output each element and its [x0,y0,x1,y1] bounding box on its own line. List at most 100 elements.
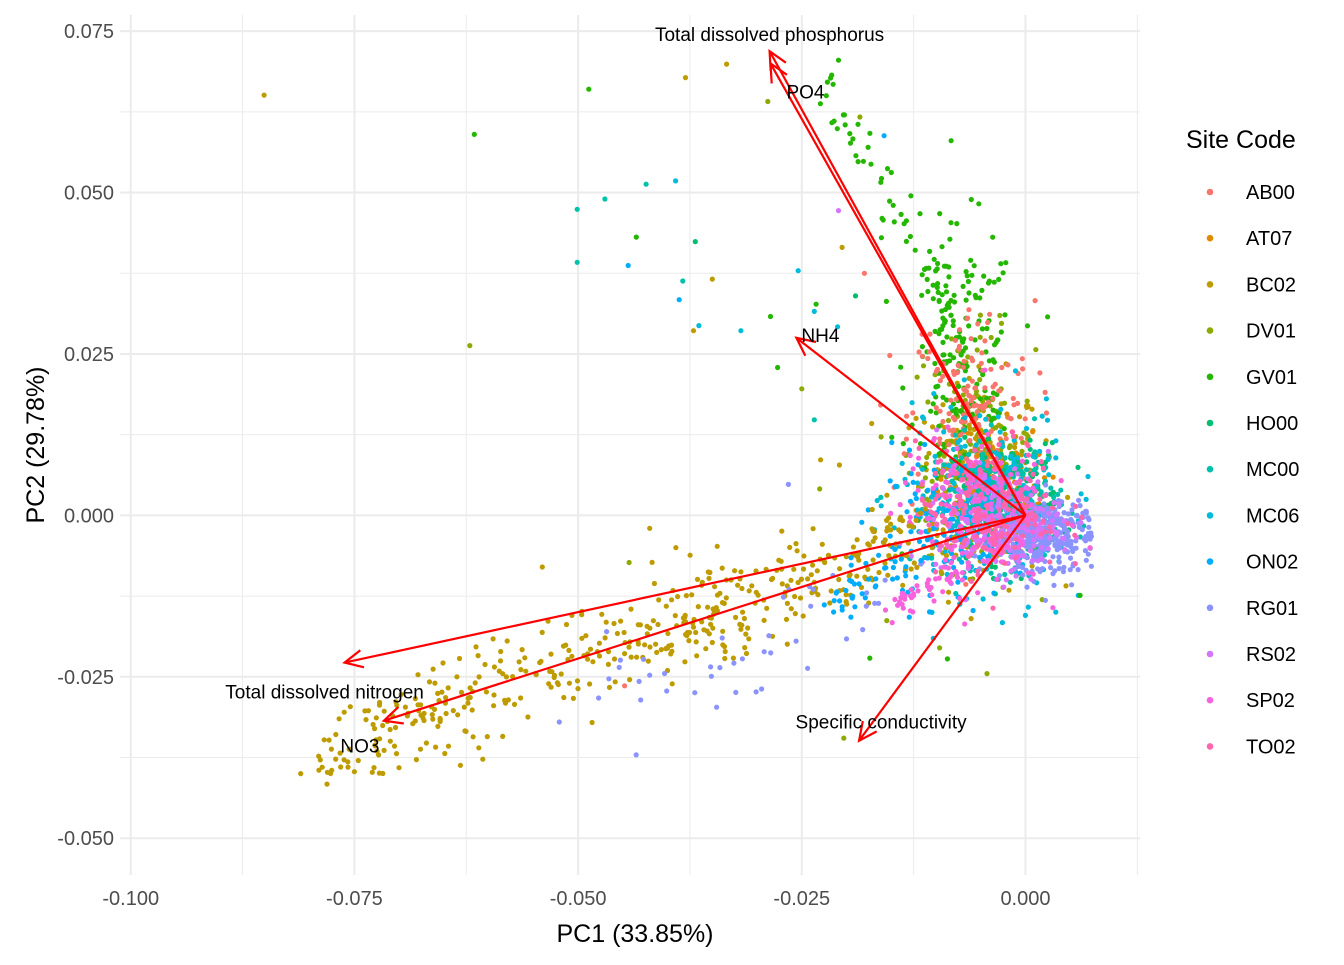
point-to02 [990,605,996,611]
point-sp02 [949,547,955,553]
point-dv01 [977,377,983,383]
point-sp02 [1015,491,1021,497]
point-rs02 [1027,548,1034,554]
point-mc06 [1046,472,1052,478]
point-mc06 [795,268,801,274]
point-gv01 [984,395,990,401]
point-mc00 [1018,463,1024,469]
point-gv01 [919,292,925,298]
point-rg01 [1054,547,1060,553]
point-bc02 [721,643,728,650]
point-rs02 [1056,501,1062,507]
point-rs02 [1036,506,1042,512]
point-to02 [965,459,971,465]
point-rg01 [1033,549,1039,555]
point-sp02 [980,558,986,564]
point-bc02 [810,562,816,568]
point-dv01 [998,320,1005,326]
point-ab00 [926,349,932,355]
point-mc06 [1053,609,1059,615]
point-bc02 [371,765,377,771]
point-on02 [959,559,965,565]
point-to02 [951,501,958,507]
point-rs02 [972,492,978,498]
legend-item: GV01 [1206,367,1297,389]
loading-label: Total dissolved phosphorus [655,25,884,46]
point-bc02 [461,704,467,710]
point-mc06 [1053,455,1059,461]
point-mc00 [988,422,994,428]
point-rg01 [1065,511,1071,517]
point-bc02 [470,734,476,740]
point-to02 [1048,529,1054,535]
point-sp02 [953,568,959,575]
point-gv01 [976,201,982,207]
point-to02 [933,511,939,517]
point-bc02 [500,733,506,740]
point-gv01 [969,272,975,278]
point-gv01 [944,656,951,662]
point-ab00 [1020,366,1026,372]
point-ab00 [958,419,965,425]
point-gv01 [941,263,948,269]
point-mc00 [1007,579,1013,585]
point-sp02 [907,593,914,599]
point-on02 [876,552,882,558]
point-on02 [906,614,912,620]
point-bc02 [926,527,933,533]
point-gv01 [841,112,848,118]
point-bc02 [418,702,424,708]
point-sp02 [1058,478,1064,484]
point-rg01 [1024,584,1030,590]
point-rs02 [1046,510,1052,517]
point-on02 [985,554,991,560]
point-rg01 [596,695,602,701]
legend-item: RS02 [1206,644,1296,666]
point-dv01 [467,343,473,349]
point-to02 [978,512,984,518]
point-gv01 [998,329,1004,335]
point-ab00 [933,405,939,411]
point-sp02 [916,455,922,461]
point-rs02 [1011,566,1017,572]
point-gv01 [998,261,1004,267]
point-gv01 [935,281,941,287]
point-bc02 [525,714,531,720]
point-dv01 [922,475,929,481]
point-bc02 [694,576,701,583]
point-dv01 [1001,400,1008,406]
point-mc06 [835,324,841,330]
point-gv01 [925,288,931,295]
point-gv01 [941,317,948,323]
point-gv01 [908,193,914,199]
point-rg01 [638,697,644,703]
point-sp02 [918,529,924,535]
point-on02 [839,607,845,613]
point-ab00 [887,352,893,359]
point-to02 [1005,491,1011,497]
point-to02 [996,441,1002,448]
point-mc00 [1038,489,1044,495]
point-bc02 [801,553,807,559]
point-mc06 [1005,468,1011,474]
arrow-head [381,706,404,725]
legend-key [1206,558,1214,565]
point-dv01 [857,114,863,120]
point-bc02 [918,510,924,516]
point-to02 [1040,518,1046,524]
point-mc06 [998,406,1004,412]
point-bc02 [621,629,627,636]
point-bc02 [583,633,589,639]
x-tick-label: -0.025 [773,888,830,910]
point-rs02 [1054,532,1060,538]
point-bc02 [837,566,843,572]
point-gv01 [855,159,861,165]
arrow-head [857,720,878,743]
point-gv01 [971,263,977,269]
legend-key [1206,281,1214,288]
point-on02 [958,468,964,474]
point-sp02 [945,565,952,571]
point-gv01 [963,297,969,303]
legend-label: MC00 [1246,459,1299,481]
point-gv01 [887,198,893,204]
